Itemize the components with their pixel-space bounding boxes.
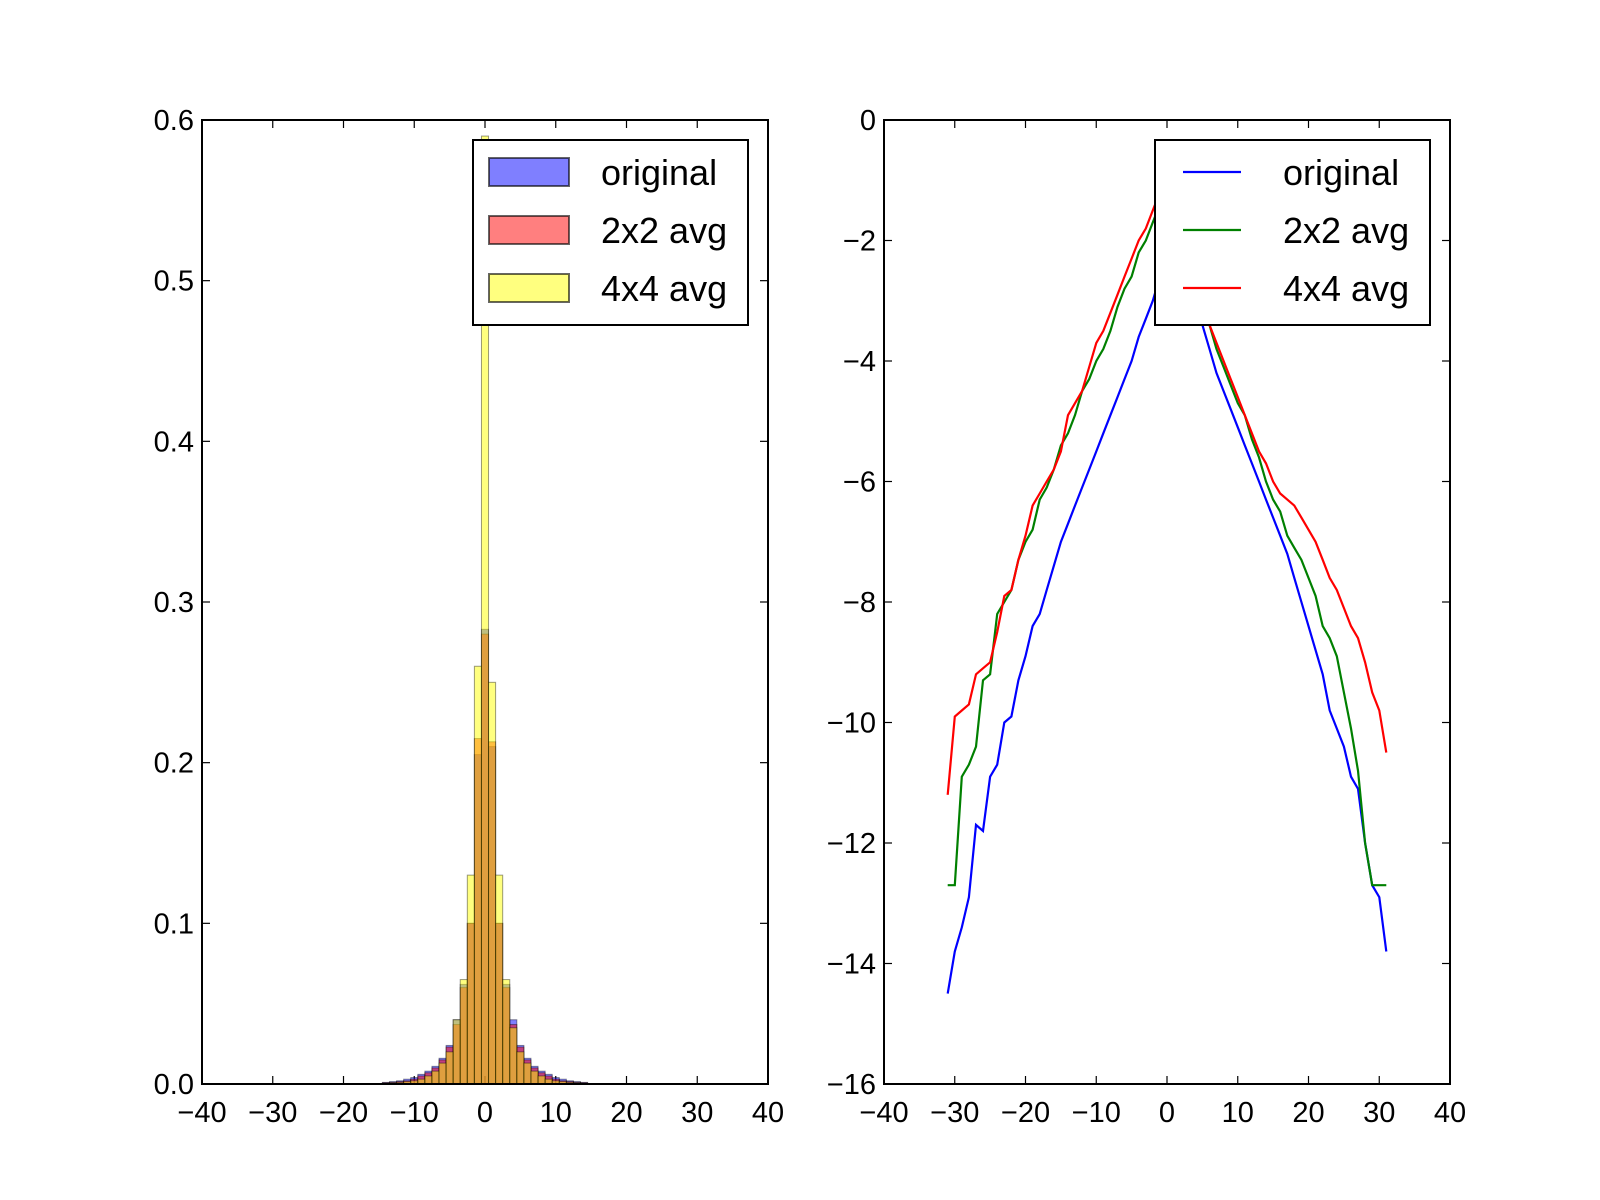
- histogram-panel: −40 −30 −20 −10 0 10 20 30 40 0.0 0.1 0.2 0.3 0.4 0.5 0…: [154, 105, 784, 1129]
- y-tick-label: −8: [843, 587, 876, 619]
- y-tick-label: −6: [843, 467, 876, 499]
- x-tick-label: −30: [248, 1097, 297, 1129]
- y-tick-label: 0.5: [154, 266, 194, 298]
- y-tick-label: −4: [843, 346, 876, 378]
- histogram-bar: [502, 979, 511, 1085]
- legend-label: 2x2 avg: [601, 210, 727, 251]
- legend-label: 2x2 avg: [1283, 210, 1409, 251]
- y-tick-label: −16: [827, 1069, 876, 1101]
- histogram-bar: [452, 1019, 461, 1085]
- histogram-bar: [537, 1075, 546, 1085]
- histogram-bar: [495, 874, 504, 1085]
- x-tick-label: −30: [930, 1097, 979, 1129]
- y-tick-label: 0.6: [154, 105, 194, 137]
- x-tick-label: 40: [1434, 1097, 1466, 1129]
- histogram-bar: [473, 665, 482, 1085]
- x-tick-label: −40: [177, 1097, 226, 1129]
- histogram-bar: [509, 1027, 518, 1085]
- legend: original 2x2 avg 4x4 avg: [472, 139, 749, 326]
- y-tick-label: −2: [843, 226, 876, 258]
- histogram-bar: [488, 681, 497, 1085]
- histogram-bar: [530, 1070, 539, 1085]
- x-tick-label: 30: [1363, 1097, 1395, 1129]
- legend-swatch: [488, 157, 570, 187]
- histogram-bar: [445, 1051, 454, 1085]
- histogram-bar: [466, 874, 475, 1085]
- y-tick-label: −10: [827, 708, 876, 740]
- y-tick-label: 0.2: [154, 748, 194, 780]
- histogram-bar: [424, 1075, 433, 1085]
- y-tick-label: 0.3: [154, 587, 194, 619]
- x-tick-label: 10: [540, 1097, 572, 1129]
- histogram-bar: [516, 1051, 525, 1085]
- y-tick-label: 0.1: [154, 908, 194, 940]
- y-tick-label: −14: [827, 949, 876, 981]
- x-tick-label: −20: [319, 1097, 368, 1129]
- legend-label: original: [601, 152, 717, 193]
- x-tick-label: −20: [1001, 1097, 1050, 1129]
- x-tick-label: −10: [1072, 1097, 1121, 1129]
- legend-swatch: [488, 215, 570, 245]
- y-tick-label: 0.0: [154, 1069, 194, 1101]
- y-tick-label: 0.4: [154, 426, 194, 458]
- histogram-bar: [523, 1062, 532, 1085]
- x-tick-label: 20: [610, 1097, 642, 1129]
- x-tick-label: 40: [752, 1097, 784, 1129]
- histogram-bar: [431, 1070, 440, 1085]
- legend-box: [1154, 139, 1431, 326]
- plot-frame: [883, 119, 1451, 1085]
- x-tick-label: 0: [1159, 1097, 1175, 1129]
- histogram-bar: [438, 1062, 447, 1085]
- legend-label: 4x4 avg: [1283, 268, 1409, 309]
- legend-swatch: [488, 273, 570, 303]
- x-tick-label: 30: [681, 1097, 713, 1129]
- plot-frame: [201, 119, 769, 1085]
- x-tick-label: −10: [390, 1097, 439, 1129]
- x-tick-label: 0: [477, 1097, 493, 1129]
- x-tick-label: 10: [1222, 1097, 1254, 1129]
- legend-label: original: [1283, 152, 1399, 193]
- histogram-bar: [459, 979, 468, 1085]
- x-tick-label: 20: [1292, 1097, 1324, 1129]
- y-tick-label: −12: [827, 828, 876, 860]
- legend-label: 4x4 avg: [601, 268, 727, 309]
- legend: original 2x2 avg 4x4 avg: [1154, 139, 1431, 326]
- y-tick-label: 0: [860, 105, 876, 137]
- log-density-panel: −40 −30 −20 −10 0 10 20 30 40 0 −2 −4 −6 −8 −10 −12 −14 −…: [827, 105, 1466, 1129]
- bars: [381, 135, 589, 1085]
- x-tick-label: −40: [859, 1097, 908, 1129]
